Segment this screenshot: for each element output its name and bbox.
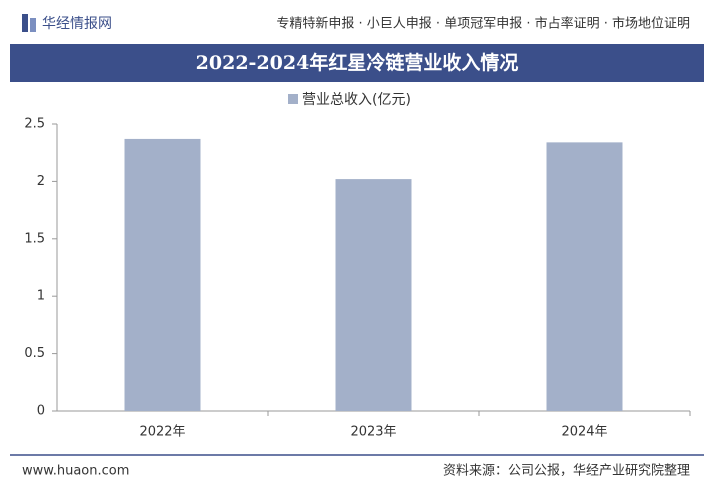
bar (546, 142, 623, 412)
y-tick-label: 0.5 (24, 346, 45, 361)
bar (335, 179, 412, 411)
source: 资料来源：公司公报，华经产业研究院整理 (443, 464, 690, 479)
y-tick-label: 2.5 (24, 117, 45, 132)
logo-icon (22, 14, 28, 32)
plot: 营业总收入(亿元) 0 0.5 1 1.5 2 2.5 2022年 2023年 2024年 (24, 92, 691, 440)
chart-title: 2022-2024年红星冷链营业收入情况 (196, 51, 519, 74)
bar (124, 138, 201, 411)
legend-label: 营业总收入(亿元) (302, 92, 411, 108)
y-tick-label: 2 (37, 174, 45, 189)
x-tick-label: 2024年 (561, 425, 607, 440)
title-bar (10, 44, 704, 82)
x-tick-label: 2023年 (350, 425, 396, 440)
y-tick-label: 0 (37, 404, 45, 419)
services: 专精特新申报 · 小巨人申报 · 单项冠军申报 · 市占率证明 · 市场地位证明 (276, 16, 690, 32)
logo: 华经情报网 (42, 16, 112, 32)
logo-icon (30, 18, 36, 32)
y-tick-label: 1 (37, 289, 45, 304)
website: www.huaon.com (22, 464, 129, 479)
legend-swatch (288, 94, 298, 104)
y-tick-label: 1.5 (24, 231, 45, 246)
x-tick-label: 2022年 (139, 425, 185, 440)
